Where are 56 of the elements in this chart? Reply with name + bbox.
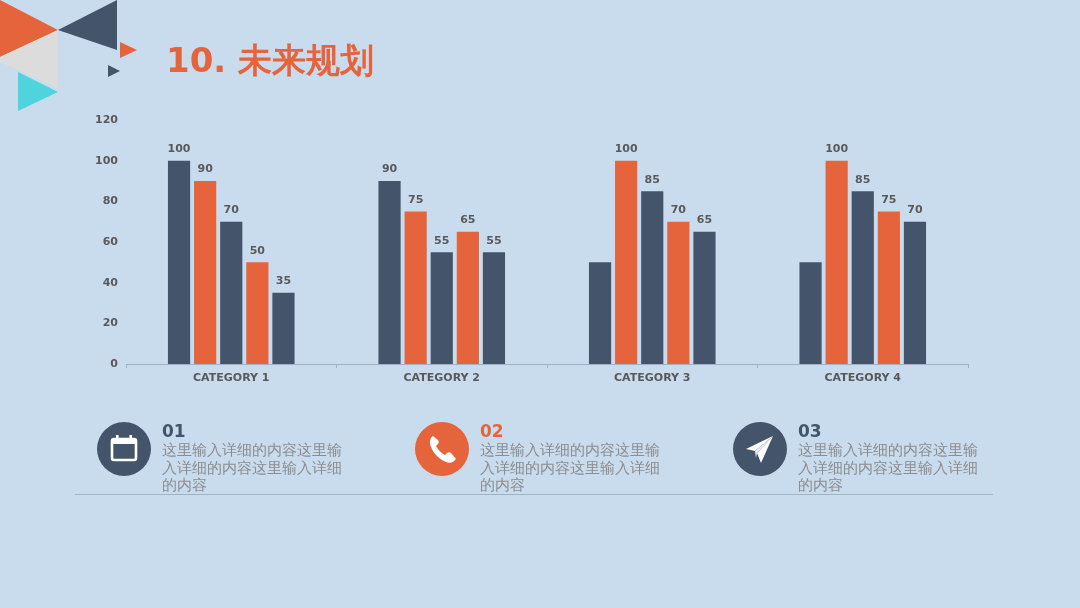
data-label: 85	[855, 172, 871, 186]
bar	[799, 262, 822, 364]
y-tick-label: 40	[102, 275, 119, 289]
x-tick-label: CATEGORY 1	[193, 371, 270, 385]
data-label: 75	[881, 192, 897, 206]
bar	[667, 221, 690, 364]
data-label: 75	[407, 192, 424, 206]
data-label: 90	[381, 162, 398, 176]
bar	[641, 191, 664, 364]
bar	[903, 221, 927, 364]
bar	[194, 181, 217, 364]
y-tick-label: 100	[95, 153, 119, 167]
bar	[693, 231, 716, 364]
bar	[430, 252, 453, 364]
bar	[482, 252, 506, 364]
data-label: 85	[644, 172, 660, 186]
text: 02	[480, 421, 504, 441]
bar	[588, 262, 612, 364]
data-label: 55	[486, 233, 502, 247]
bar	[378, 181, 401, 364]
bar	[851, 191, 874, 364]
data-label: 100	[825, 142, 849, 156]
text: 这里输入详细的内容这里输入详细的内容这里输入详细的内容	[162, 442, 343, 495]
text: 这里输入详细的内容这里输入详细的内容这里输入详细的内容	[798, 442, 979, 495]
text: 03	[798, 421, 822, 441]
bar	[615, 160, 638, 364]
bar	[246, 262, 269, 364]
data-label: 35	[275, 274, 292, 288]
bar	[272, 292, 295, 364]
x-tick-label: CATEGORY 3	[614, 371, 691, 385]
bar	[877, 211, 900, 364]
data-label: 100	[167, 142, 191, 156]
data-label: 70	[223, 203, 240, 217]
bar	[220, 221, 243, 364]
y-tick-label: 80	[102, 194, 119, 208]
data-label: 65	[696, 213, 713, 227]
x-tick-label: CATEGORY 4	[824, 371, 902, 385]
data-label: 70	[670, 203, 687, 217]
y-tick-label: 120	[95, 112, 119, 126]
bar	[167, 160, 191, 364]
chart-title: 10. 未来规划	[166, 39, 375, 82]
y-tick-label: 60	[102, 234, 119, 248]
bar	[825, 160, 848, 364]
data-label: 100	[614, 142, 638, 156]
text: 01	[162, 421, 186, 441]
bar	[404, 211, 427, 364]
data-label: 65	[460, 213, 476, 227]
x-tick-label: CATEGORY 2	[403, 371, 480, 385]
y-tick-label: 0	[110, 356, 119, 370]
data-label: 50	[249, 243, 266, 257]
text: 这里输入详细的内容这里输入详细的内容这里输入详细的内容	[480, 442, 661, 495]
data-label: 70	[907, 203, 923, 217]
bar	[456, 231, 479, 364]
y-tick-label: 20	[102, 316, 119, 330]
data-label: 55	[434, 233, 450, 247]
data-label: 90	[197, 162, 214, 176]
